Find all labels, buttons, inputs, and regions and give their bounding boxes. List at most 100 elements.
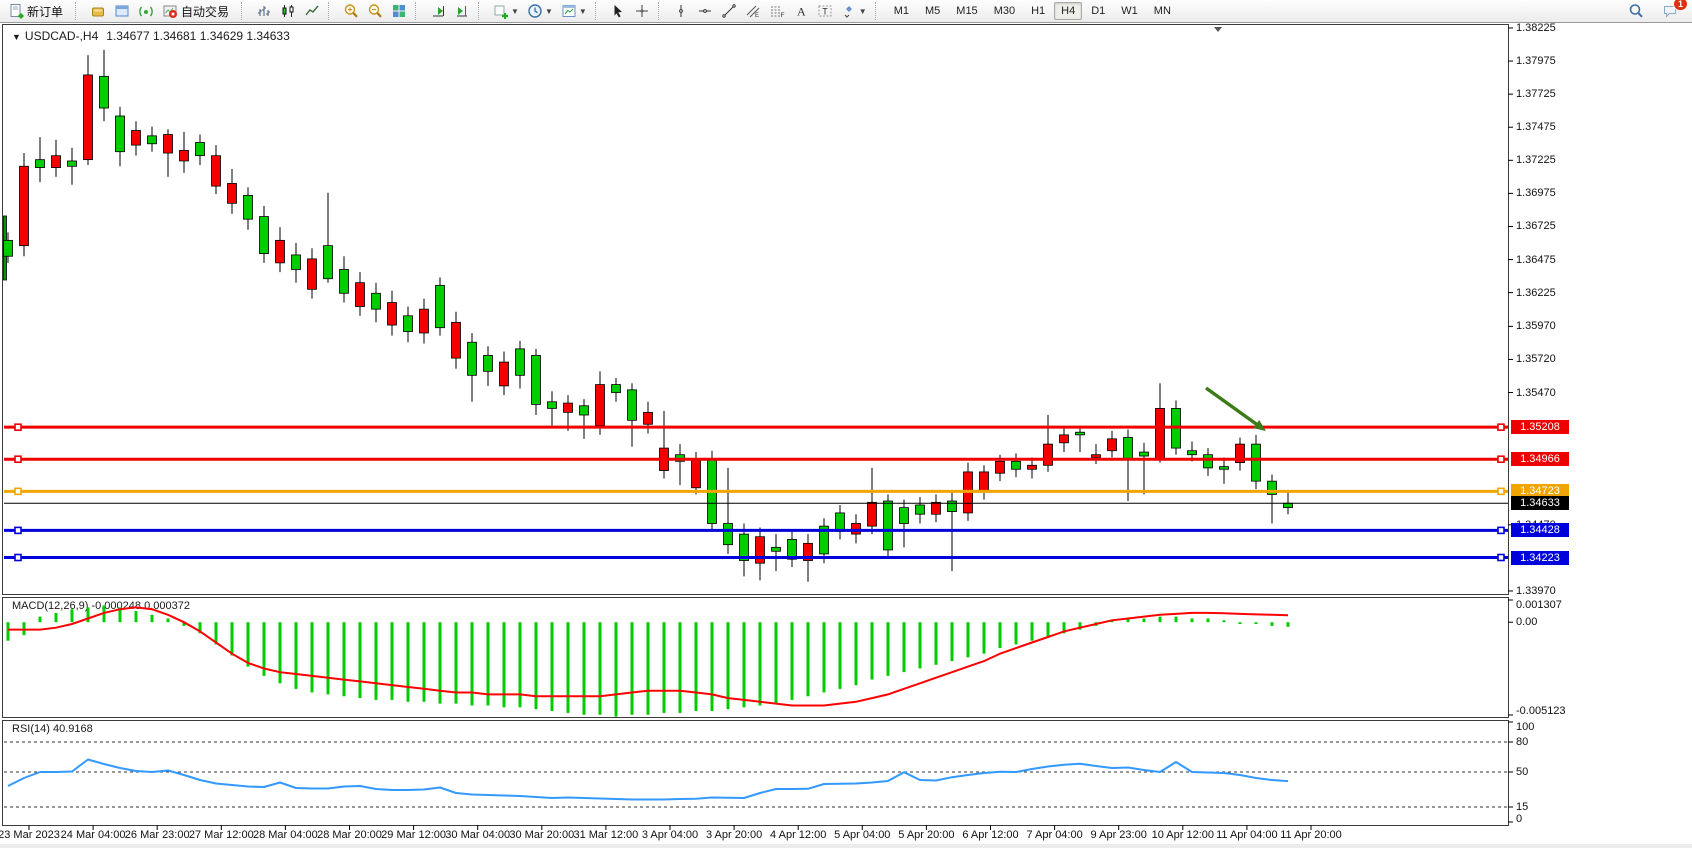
toolbar-separator <box>415 2 423 20</box>
time-axis-label: 11 Apr 20:00 <box>1280 829 1342 841</box>
market-watch-button[interactable] <box>86 0 110 22</box>
templates-button[interactable]: ▼ <box>557 0 591 22</box>
timeframe-button-h1[interactable]: H1 <box>1031 5 1046 17</box>
chat-button[interactable]: 1 <box>1658 0 1688 22</box>
trendline-icon <box>721 3 737 19</box>
indicators-icon <box>493 3 509 19</box>
candle-chart-icon <box>280 3 296 19</box>
text-label-button[interactable]: T <box>813 0 837 22</box>
auto-scroll-button[interactable] <box>426 0 450 22</box>
price-axis-tick: 1.36475 <box>1516 253 1556 266</box>
timeframe-button-m5[interactable]: M5 <box>925 5 941 17</box>
text-button[interactable]: A <box>789 0 813 22</box>
rsi-label: RSI(14) 40.9168 <box>12 723 93 735</box>
bar-chart-button[interactable] <box>252 0 276 22</box>
vertical-line-button[interactable] <box>669 0 693 22</box>
time-axis-label: 4 Apr 12:00 <box>770 829 827 841</box>
rsi-axis-tick: 100 <box>1516 721 1535 733</box>
crosshair-icon <box>634 3 650 19</box>
price-axis-tick: 1.35470 <box>1516 386 1556 399</box>
search-button[interactable] <box>1624 0 1648 22</box>
line-chart-icon <box>304 3 320 19</box>
price-axis-tick: 1.35720 <box>1516 353 1556 366</box>
notification-badge: 1 <box>1672 0 1688 11</box>
price-axis-tick: 1.36975 <box>1516 187 1556 200</box>
text-icon: A <box>793 3 809 19</box>
zoom-in-button[interactable] <box>339 0 363 22</box>
macd-axis-tick: 0.001307 <box>1516 599 1562 611</box>
time-axis-label: 6 Apr 12:00 <box>962 829 1019 841</box>
timeframe-button-m30[interactable]: M30 <box>993 5 1016 17</box>
signal-icon <box>138 3 154 19</box>
data-window-icon <box>114 3 130 19</box>
hline-price-badge[interactable]: 1.34966 <box>1511 452 1569 467</box>
indicators-button[interactable]: ▼ <box>489 0 523 22</box>
label-icon: T <box>817 3 833 19</box>
timeframe-button-mn[interactable]: MN <box>1153 5 1171 17</box>
equidistant-channel-button[interactable]: E <box>741 0 765 22</box>
timeframe-button-m15[interactable]: M15 <box>956 5 978 17</box>
hline-price-badge[interactable]: 1.34428 <box>1511 523 1569 538</box>
arrows-shapes-button[interactable]: ▼ <box>837 0 871 22</box>
periods-button[interactable]: ▼ <box>523 0 557 22</box>
timeframe-button-d1[interactable]: D1 <box>1091 5 1106 17</box>
chevron-down-icon[interactable]: ▼ <box>511 6 519 16</box>
signals-button[interactable] <box>134 0 158 22</box>
line-chart-button[interactable] <box>300 0 324 22</box>
toolbar-separator <box>75 2 83 20</box>
fibonacci-button[interactable]: F <box>765 0 789 22</box>
hline-price-badge[interactable]: 1.34723 <box>1511 484 1569 499</box>
market-watch-icon <box>90 3 106 19</box>
zoom-out-button[interactable] <box>363 0 387 22</box>
macd-axis-tick: -0.005123 <box>1516 705 1566 717</box>
price-axis-tick: 1.33970 <box>1516 584 1556 597</box>
svg-text:A: A <box>797 5 806 19</box>
svg-text:E: E <box>755 13 759 19</box>
timeframe-button-h4[interactable]: H4 <box>1054 2 1083 20</box>
time-axis-label: 11 Apr 04:00 <box>1216 829 1278 841</box>
price-axis-tick: 1.37975 <box>1516 55 1556 68</box>
rsi-indicator-panel[interactable] <box>2 720 1509 826</box>
hline-price-badge[interactable]: 1.34223 <box>1511 550 1569 565</box>
chevron-down-icon[interactable]: ▼ <box>578 6 587 16</box>
new-order-button[interactable]: 新订单 <box>4 0 71 22</box>
chart-title: ▼ USDCAD-,H4 1.34677 1.34681 1.34629 1.346… <box>12 29 290 43</box>
hline-price-badge[interactable]: 1.35208 <box>1511 420 1569 435</box>
chart-shift-icon <box>454 3 470 19</box>
macd-label: MACD(12,26,9) -0.000248 0.000372 <box>12 600 190 612</box>
candlestick-chart-button[interactable] <box>276 0 300 22</box>
data-window-button[interactable] <box>110 0 134 22</box>
search-icon <box>1628 3 1644 19</box>
tile-windows-button[interactable] <box>387 0 411 22</box>
horizontal-line-button[interactable] <box>693 0 717 22</box>
price-chart-panel[interactable] <box>2 24 1509 595</box>
macd-indicator-panel[interactable] <box>2 597 1509 718</box>
trendline-button[interactable] <box>717 0 741 22</box>
cursor-button[interactable] <box>606 0 630 22</box>
chevron-down-icon[interactable]: ▼ <box>544 6 553 16</box>
window-bottom-edge <box>0 844 1692 848</box>
chart-shift-button[interactable] <box>450 0 474 22</box>
new-order-icon <box>8 3 24 19</box>
chart-title-collapse-icon[interactable]: ▼ <box>12 32 21 42</box>
cursor-icon <box>610 3 626 19</box>
time-axis-label: 24 Mar 04:00 <box>60 829 126 841</box>
zoom-in-icon <box>343 3 359 19</box>
time-axis-label: 10 Apr 12:00 <box>1151 829 1214 841</box>
toolbar-separator <box>657 2 666 20</box>
time-axis-label: 28 Mar 04:00 <box>252 829 318 841</box>
svg-text:T: T <box>822 7 828 17</box>
timeframe-button-m1[interactable]: M1 <box>893 5 909 17</box>
crosshair-button[interactable] <box>630 0 654 22</box>
bar-chart-icon <box>256 3 272 19</box>
timeframe-button-w1[interactable]: W1 <box>1121 5 1138 17</box>
time-axis-label: 30 Mar 20:00 <box>509 829 575 841</box>
auto-trading-button[interactable]: 自动交易 <box>158 0 237 22</box>
price-axis-tick: 1.35970 <box>1516 320 1556 333</box>
price-axis-tick: 1.36225 <box>1516 286 1556 299</box>
svg-text:F: F <box>780 12 784 19</box>
templates-icon <box>561 3 577 19</box>
vline-icon <box>673 3 689 19</box>
chevron-down-icon[interactable]: ▼ <box>858 6 867 16</box>
